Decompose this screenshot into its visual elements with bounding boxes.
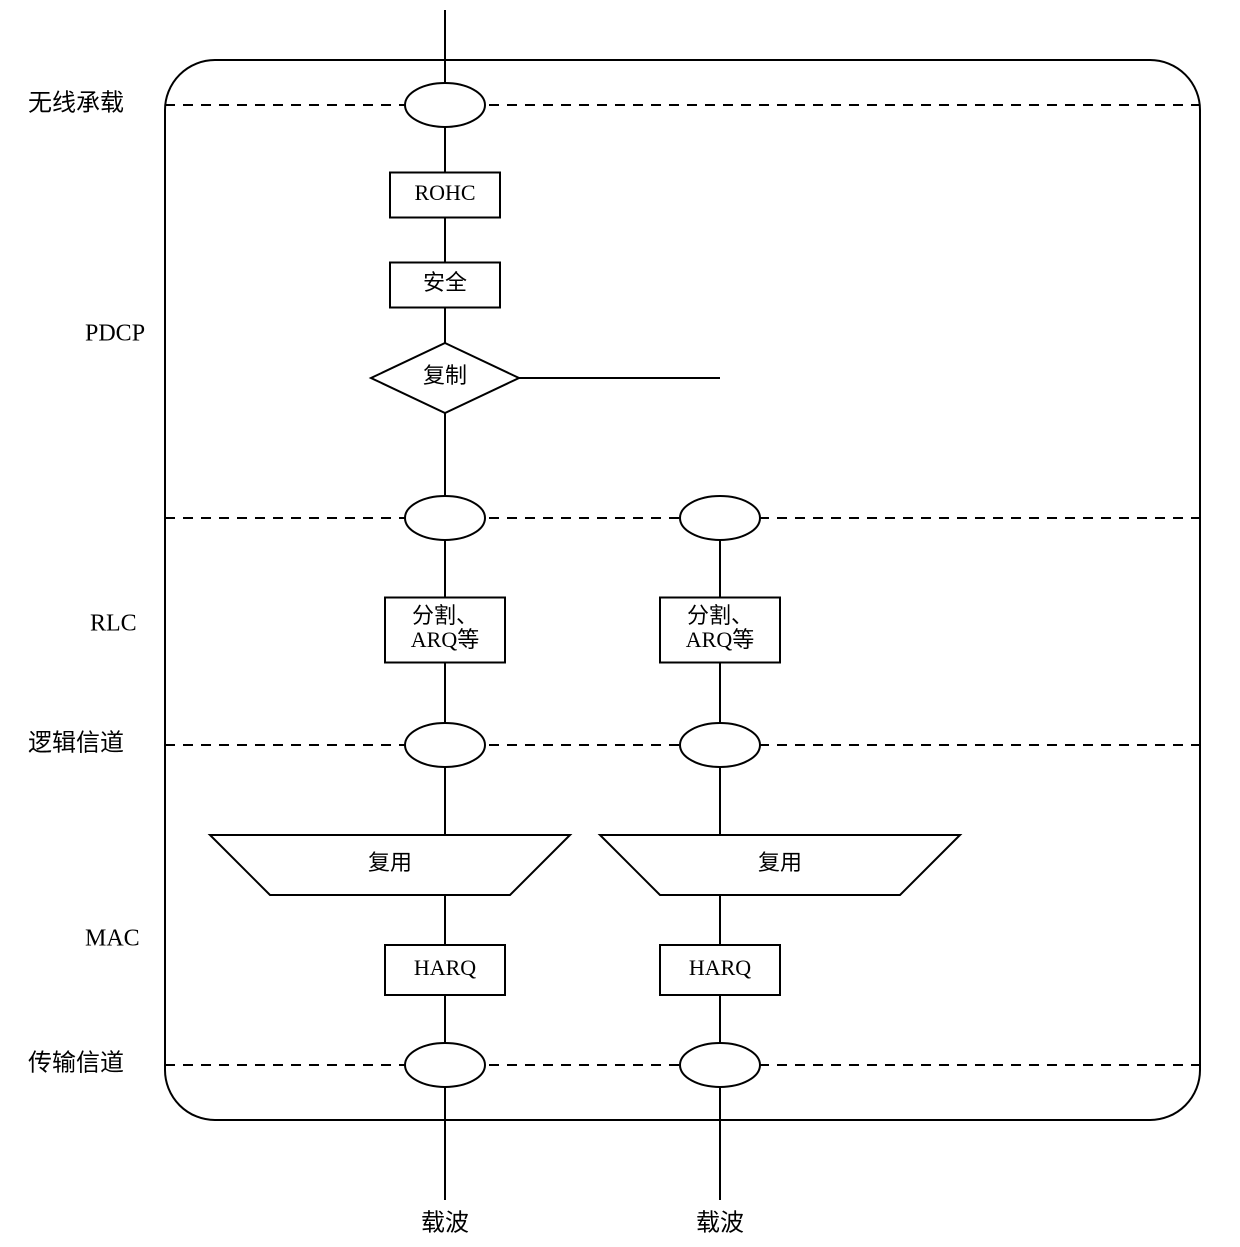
side-label: 逻辑信道 [28, 730, 124, 757]
sap-ellipse [405, 1043, 485, 1087]
sap-ellipse [405, 496, 485, 540]
carrier-label: 载波 [421, 1210, 469, 1237]
svg-text:分割、: 分割、 [412, 603, 478, 628]
side-label: PDCP [85, 321, 145, 347]
sap-ellipse [680, 496, 760, 540]
svg-text:复用: 复用 [368, 850, 412, 875]
side-label: RLC [90, 611, 137, 637]
svg-text:ARQ等: ARQ等 [411, 627, 479, 652]
svg-text:HARQ: HARQ [414, 955, 476, 980]
svg-text:安全: 安全 [423, 270, 467, 295]
svg-text:分割、: 分割、 [687, 603, 753, 628]
svg-text:HARQ: HARQ [689, 955, 751, 980]
sap-ellipse [405, 723, 485, 767]
sap-ellipse [680, 1043, 760, 1087]
canvas-bg [0, 0, 1240, 1247]
carrier-label: 载波 [696, 1210, 744, 1237]
svg-text:ARQ等: ARQ等 [686, 627, 754, 652]
svg-text:复用: 复用 [758, 850, 802, 875]
svg-text:ROHC: ROHC [414, 180, 475, 205]
sap-ellipse [680, 723, 760, 767]
svg-text:复制: 复制 [423, 363, 467, 388]
sap-ellipse [405, 83, 485, 127]
side-label: 传输信道 [28, 1050, 124, 1077]
side-label: MAC [85, 926, 140, 952]
side-label: 无线承载 [28, 90, 124, 117]
